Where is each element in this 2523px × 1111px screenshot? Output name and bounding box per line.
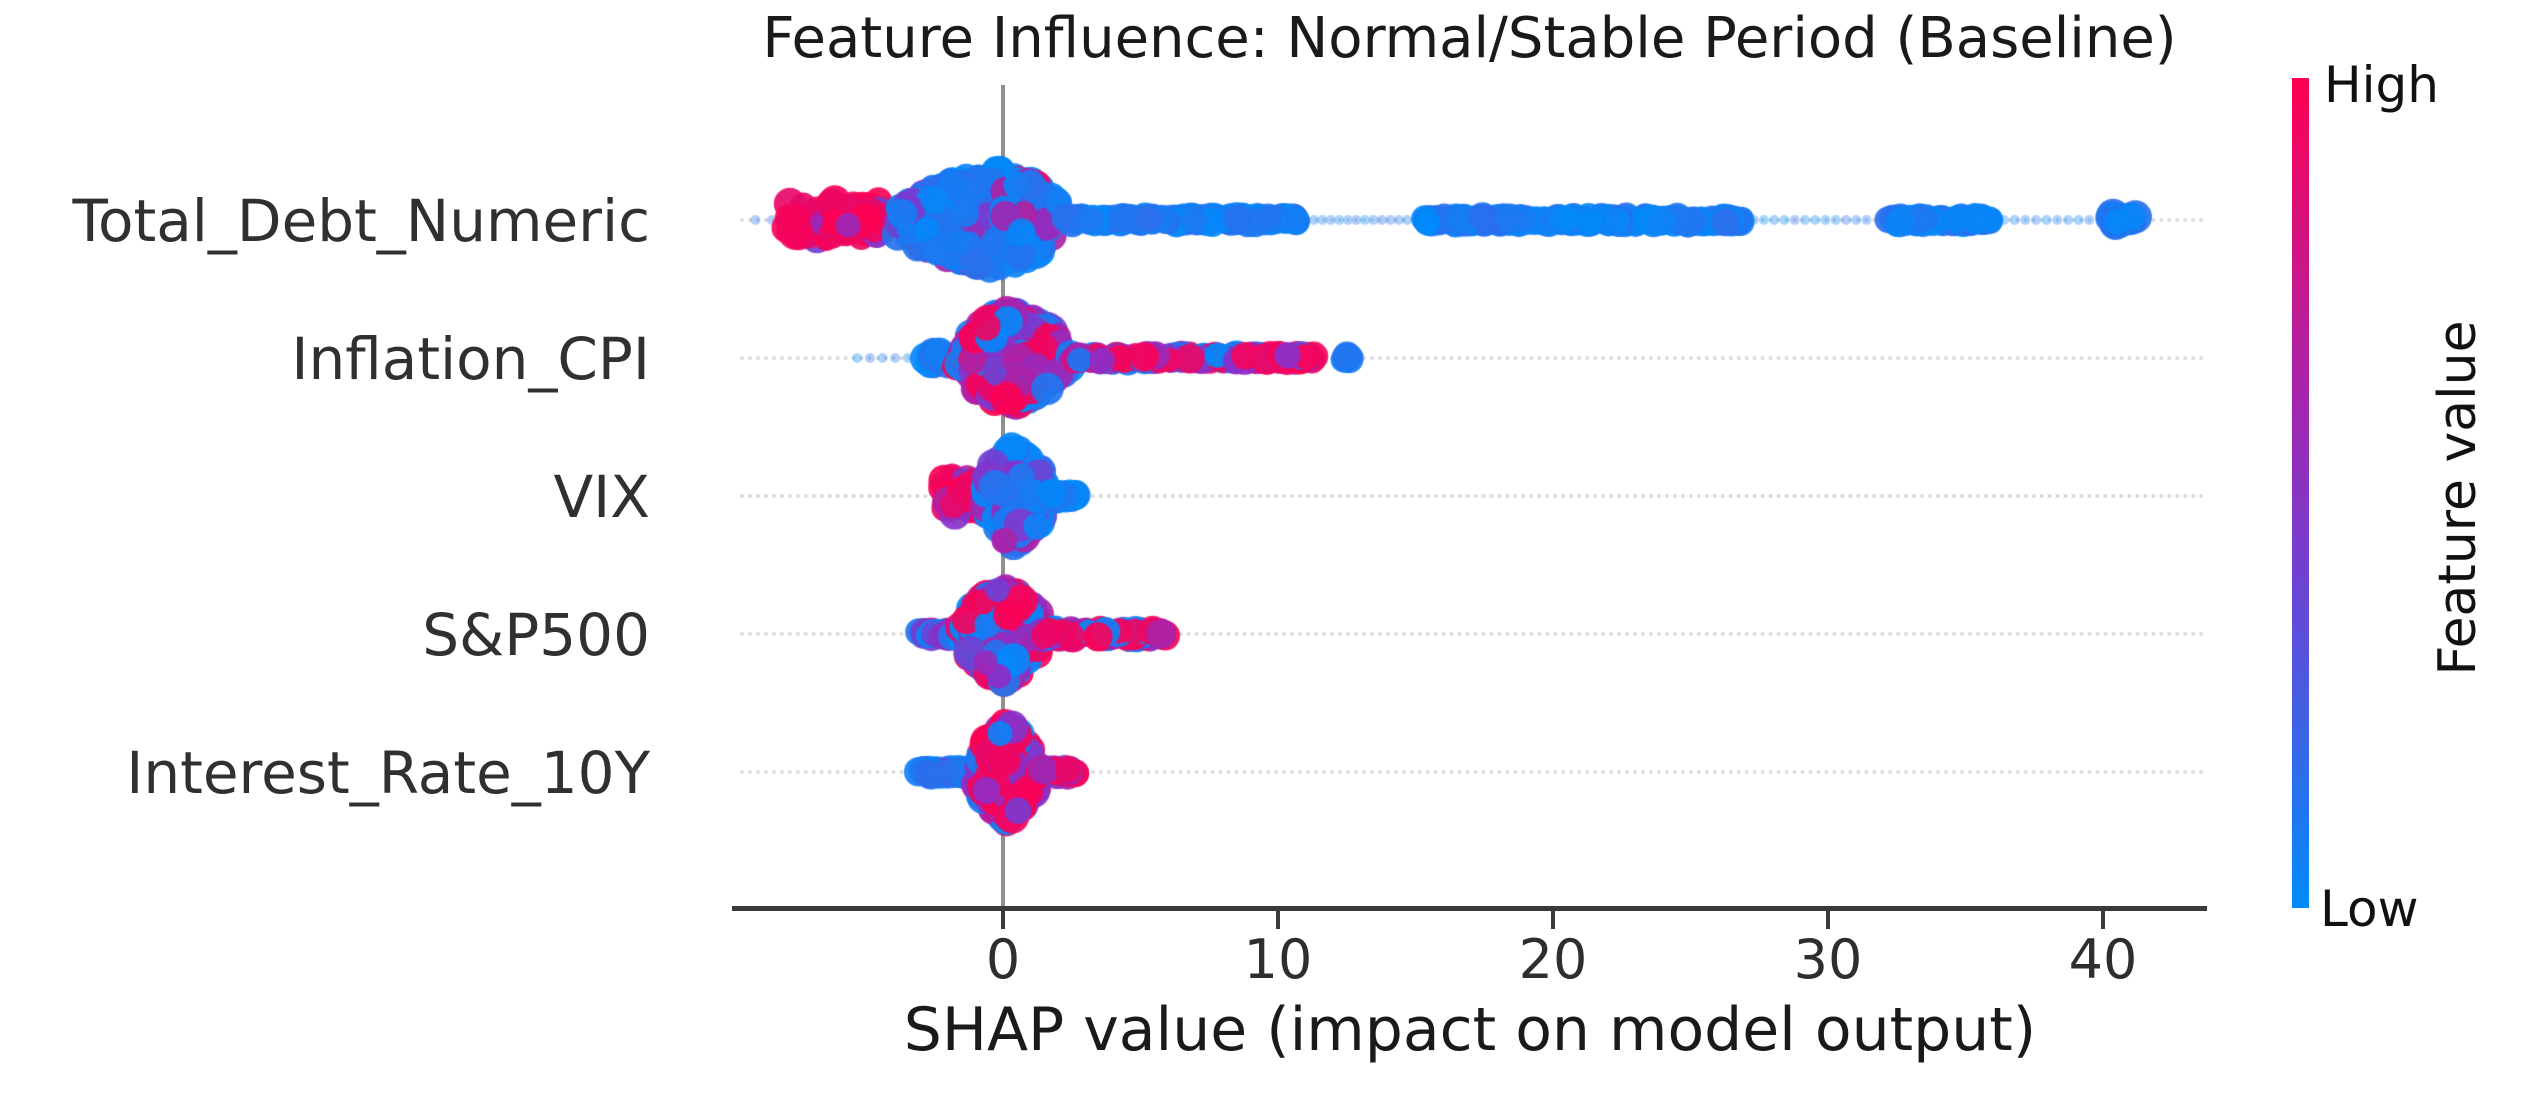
x-tick-label-40: 40 [2068,928,2138,991]
x-axis-line [732,906,2207,911]
x-tick-40 [2101,911,2105,929]
x-tick-30 [1826,911,1830,929]
x-tick-20 [1551,911,1555,929]
x-tick-label-30: 30 [1793,928,1863,991]
x-tick-label-10: 10 [1243,928,1313,991]
x-tick-0 [1001,911,1005,929]
x-tick-10 [1276,911,1280,929]
x-tick-label-0: 0 [985,928,1021,991]
colorbar-high-label: High [2324,56,2439,114]
colorbar-title: Feature value [2428,320,2488,676]
colorbar-low-label: Low [2320,880,2419,938]
x-tick-label-20: 20 [1518,928,1588,991]
x-axis-title: SHAP value (impact on model output) [903,995,2037,1065]
feature-value-colorbar [2292,78,2309,908]
